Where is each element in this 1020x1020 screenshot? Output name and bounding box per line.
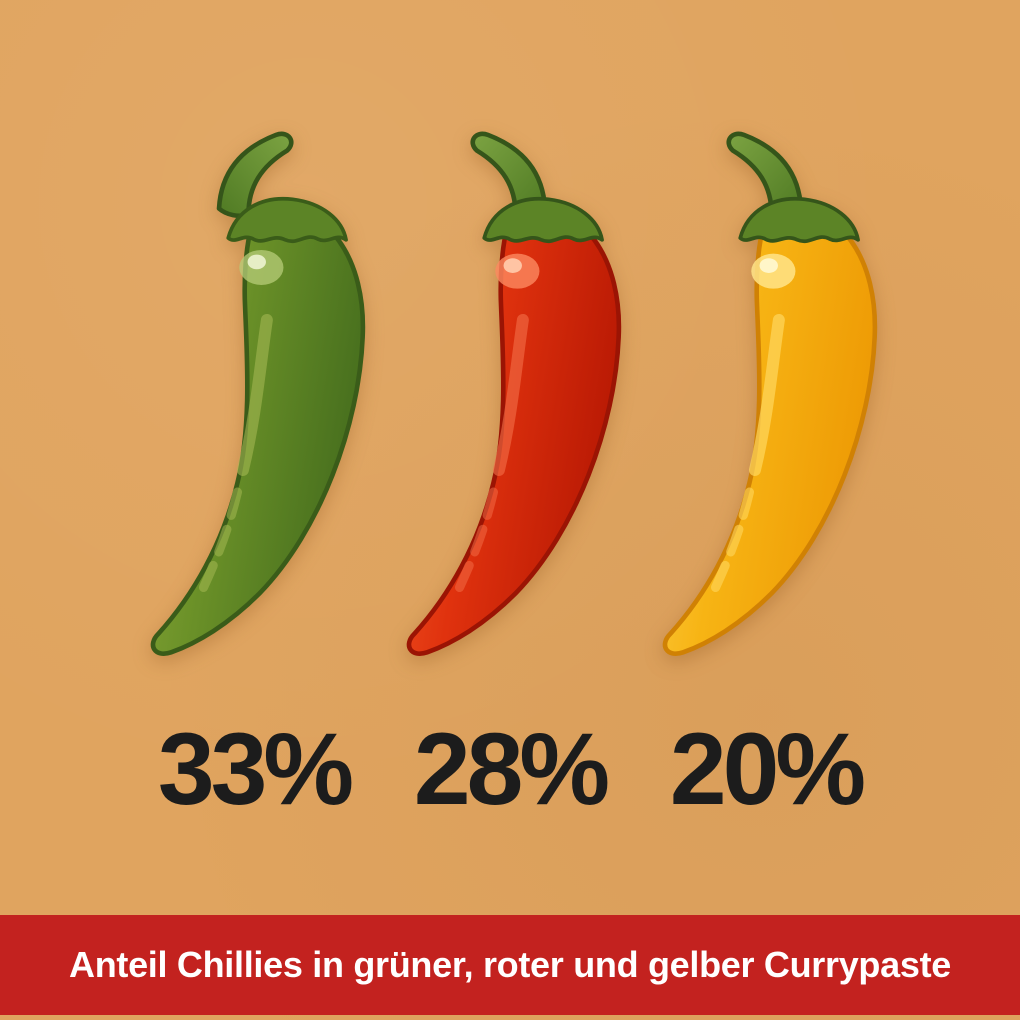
chili-figure-row: 33% [0,122,1020,820]
yellow-chili-icon [662,131,878,656]
caption-text: Anteil Chillies in grüner, roter und gel… [69,944,951,985]
percent-label-red: 28% [413,712,610,826]
column-green-chili: 33% [126,122,382,820]
percent-label-green: 33% [157,712,354,826]
green-chili-icon [150,131,366,656]
caption-banner: Anteil Chillies in grüner, roter und gel… [0,915,1020,1015]
red-chili-icon [406,131,622,656]
percent-label-yellow: 20% [669,712,866,826]
column-yellow-chili: 20% [638,122,894,820]
column-red-chili: 28% [382,122,638,820]
